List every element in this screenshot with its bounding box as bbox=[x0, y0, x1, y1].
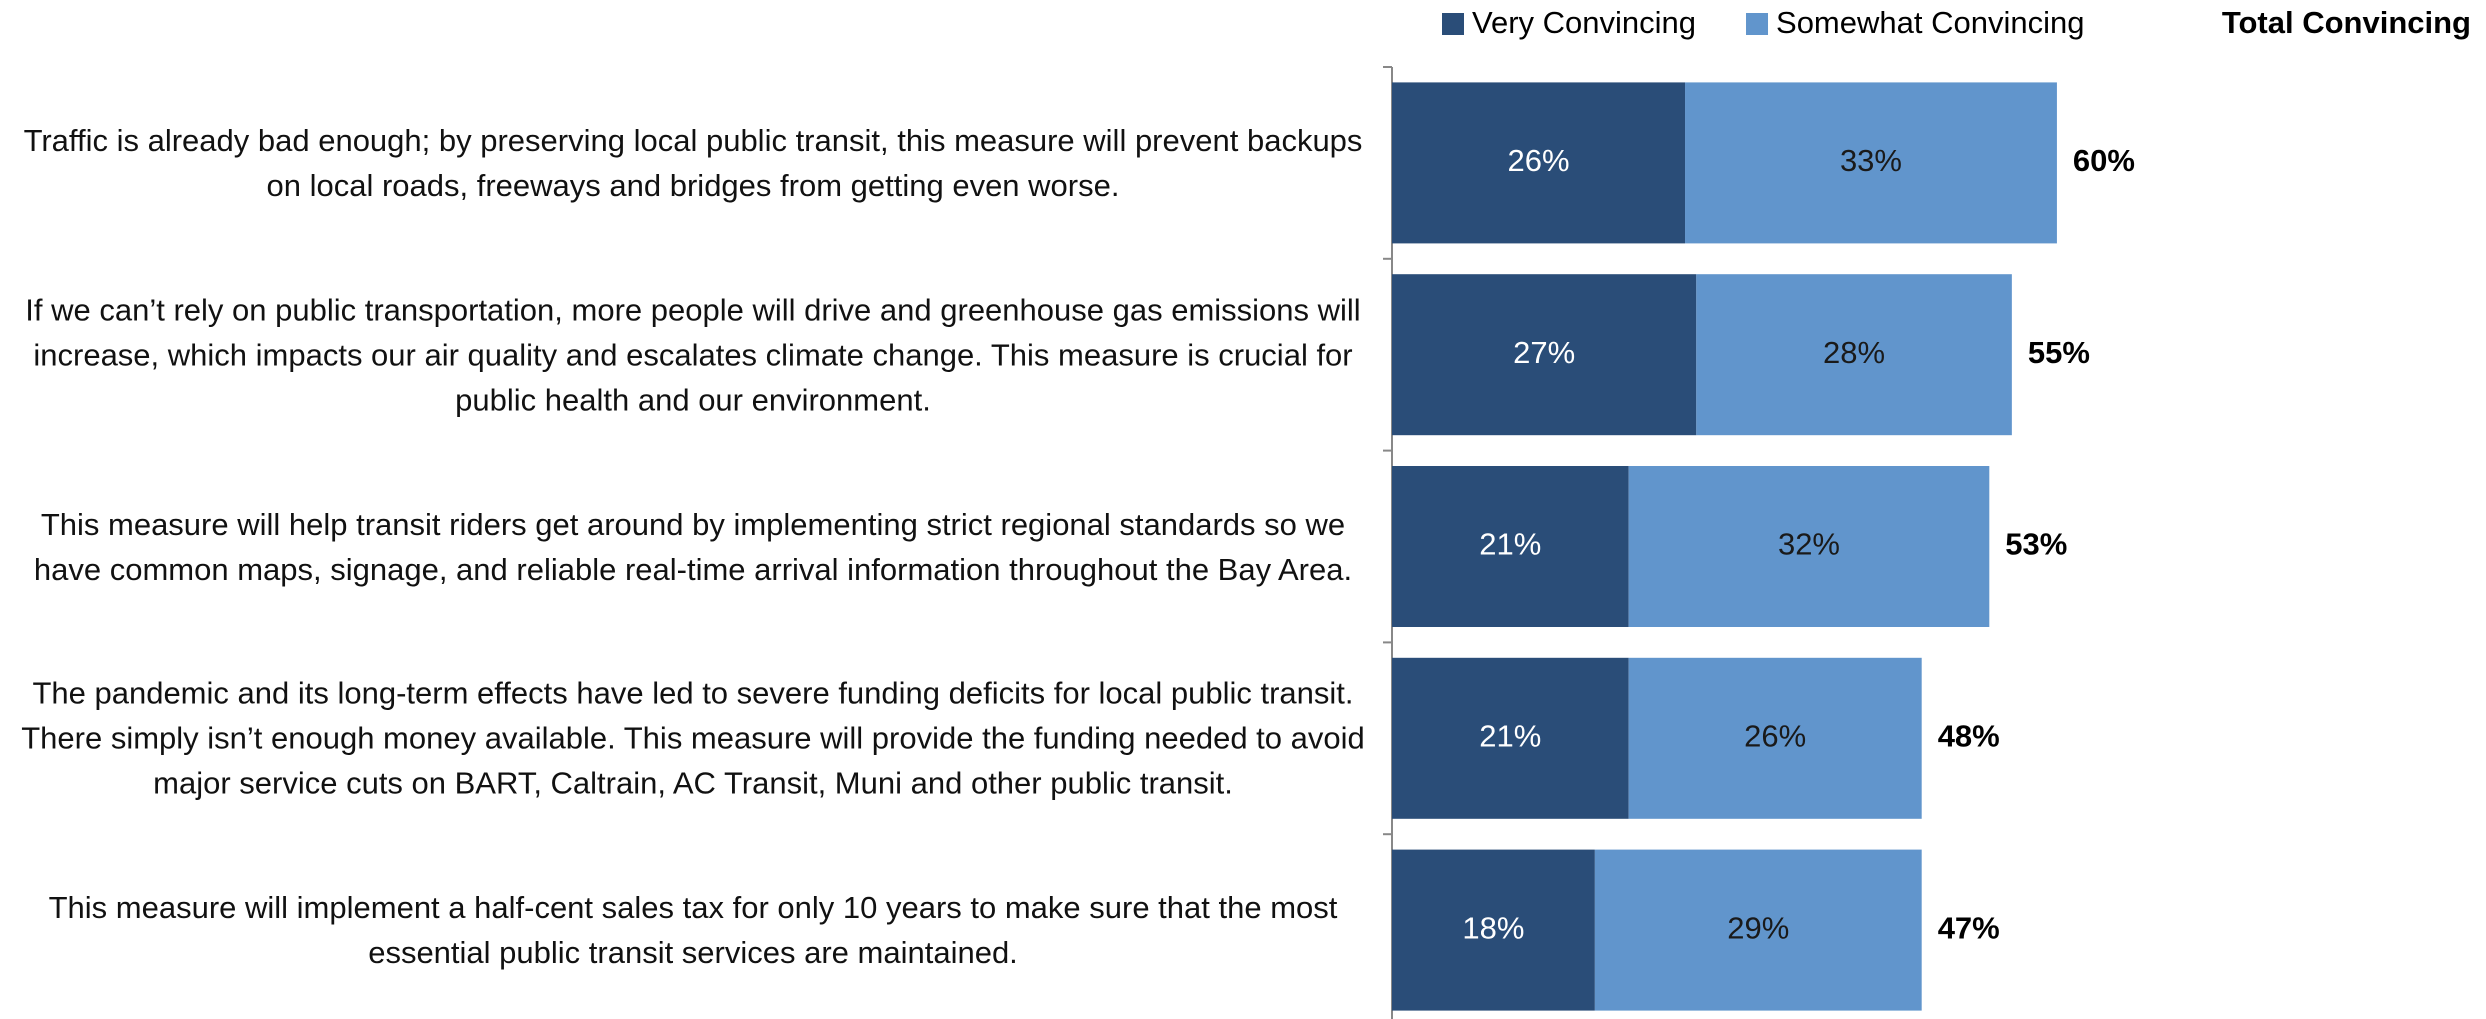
bar-segment bbox=[1392, 82, 1686, 244]
category-label: This measure will implement a half-cent … bbox=[48, 890, 1338, 971]
total-label: 53% bbox=[2005, 527, 2067, 562]
value-label: 21% bbox=[1479, 527, 1541, 562]
value-label: 27% bbox=[1513, 335, 1575, 370]
value-label: 26% bbox=[1507, 143, 1569, 178]
bar-segment bbox=[1685, 82, 2057, 244]
bar-segment bbox=[1392, 657, 1629, 819]
legend-swatch bbox=[1442, 13, 1464, 35]
value-label: 28% bbox=[1823, 335, 1885, 370]
category-label: Traffic is already bad enough; by preser… bbox=[23, 122, 1363, 203]
value-label: 29% bbox=[1727, 910, 1789, 945]
category-label: This measure will help transit riders ge… bbox=[33, 506, 1353, 587]
category-label: The pandemic and its long-term effects h… bbox=[21, 675, 1365, 801]
bar-segment bbox=[1628, 466, 1990, 627]
total-label: 60% bbox=[2073, 143, 2135, 178]
total-label: 48% bbox=[1938, 718, 2000, 753]
value-label: 18% bbox=[1462, 910, 1524, 945]
value-label: 32% bbox=[1778, 527, 1840, 562]
bar-segment bbox=[1392, 274, 1697, 436]
legend-label: Very Convincing bbox=[1472, 5, 1696, 40]
bar-segment bbox=[1628, 657, 1922, 819]
legend-label: Somewhat Convincing bbox=[1776, 5, 2084, 40]
value-label: 33% bbox=[1840, 143, 1902, 178]
bar-segment bbox=[1392, 849, 1595, 1011]
legend-swatch bbox=[1746, 13, 1769, 35]
value-label: 21% bbox=[1479, 718, 1541, 753]
bar-segment bbox=[1696, 274, 2012, 436]
value-label: 26% bbox=[1744, 718, 1806, 753]
category-label: If we can’t rely on public transportatio… bbox=[25, 292, 1361, 418]
legend-total-title: Total Convincing bbox=[2222, 5, 2471, 40]
total-label: 47% bbox=[1938, 910, 2000, 945]
bar-segment bbox=[1594, 849, 1922, 1011]
total-label: 55% bbox=[2028, 335, 2090, 370]
bar-segment bbox=[1392, 466, 1629, 627]
